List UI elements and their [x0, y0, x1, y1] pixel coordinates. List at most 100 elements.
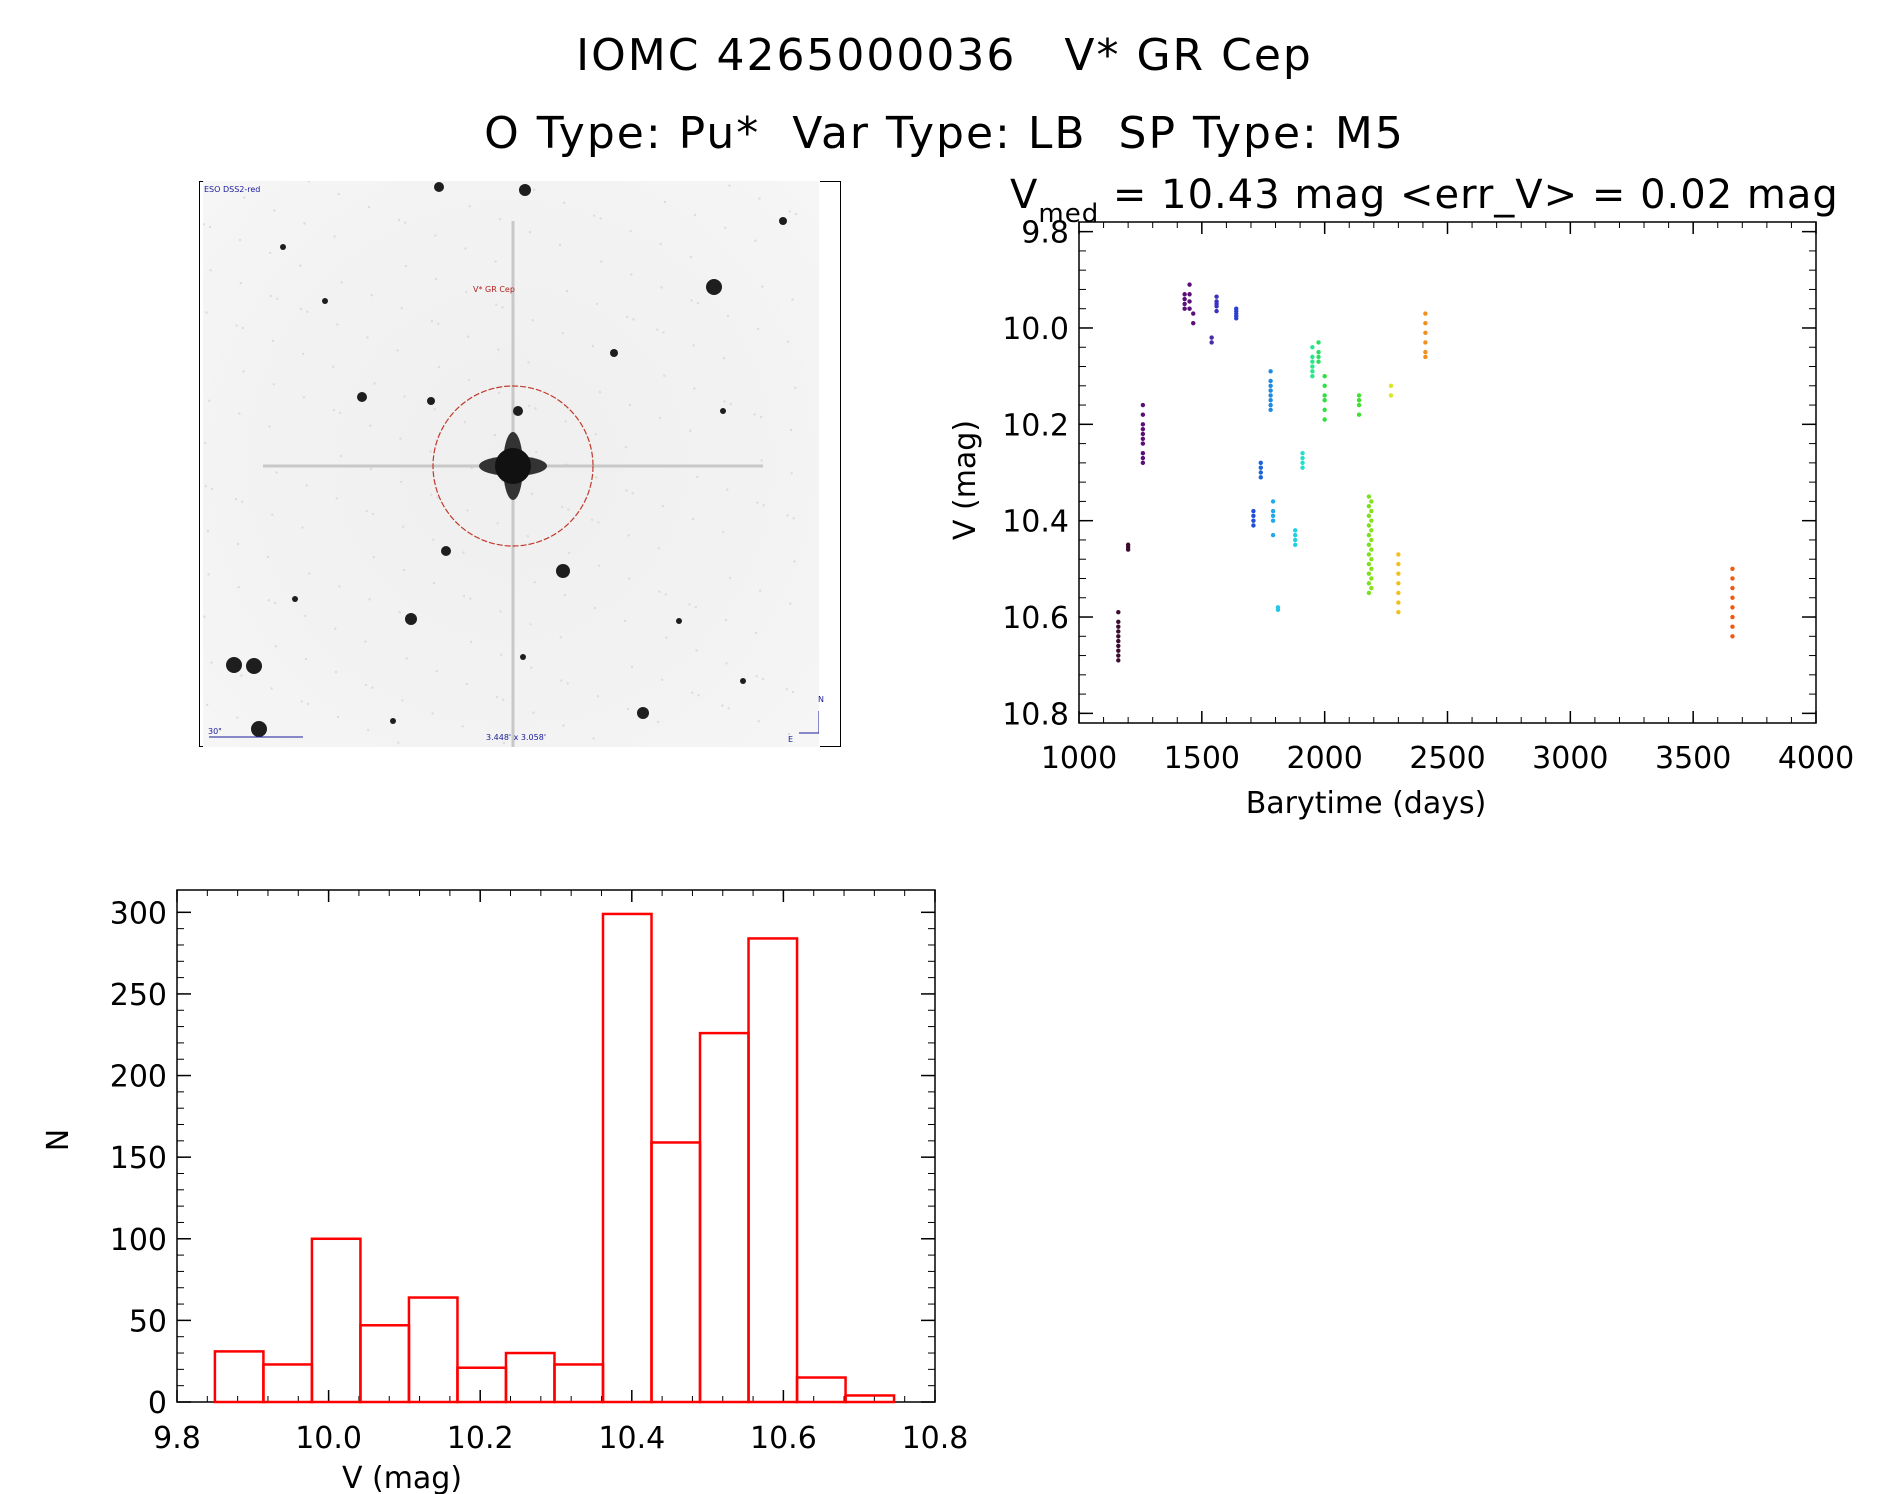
- data-point: [1396, 571, 1401, 576]
- data-point: [1140, 402, 1146, 408]
- data-point: [1316, 340, 1321, 345]
- data-point: [1187, 299, 1192, 304]
- data-point: [1366, 513, 1372, 519]
- data-point: [1396, 600, 1401, 605]
- lightcurve-chart: Vmed = 10.43 mag <err_V> = 0.02 mag 1000…: [948, 172, 1854, 821]
- field-star: [706, 279, 722, 295]
- data-point: [1258, 465, 1263, 470]
- data-point: [1369, 528, 1374, 533]
- data-point: [1366, 581, 1372, 586]
- data-point: [1140, 451, 1146, 456]
- data-point: [1214, 308, 1219, 314]
- target-star: [495, 448, 531, 484]
- data-point: [1356, 398, 1362, 403]
- figure-subtitle: O Type: Pu* Var Type: LB SP Type: M5: [484, 108, 1405, 159]
- data-point: [1292, 537, 1298, 543]
- data-point: [1316, 359, 1321, 364]
- data-point: [1268, 378, 1273, 384]
- data-point: [1187, 292, 1192, 297]
- data-point: [1366, 561, 1372, 567]
- data-point: [1310, 354, 1315, 360]
- data-point: [1140, 422, 1146, 427]
- histogram-plot-frame: [176, 889, 936, 1403]
- data-point: [1369, 518, 1374, 523]
- data-point: [1268, 398, 1273, 403]
- data-point: [1214, 294, 1219, 299]
- field-star: [610, 349, 618, 357]
- data-point: [1275, 607, 1281, 612]
- y-tick-label: 0: [148, 1386, 167, 1421]
- data-point: [1268, 369, 1273, 374]
- histogram-bar: [213, 1350, 265, 1404]
- histogram-ylabel: N: [41, 1129, 76, 1151]
- data-point: [1116, 629, 1121, 634]
- y-tick-label: 10.0: [1002, 312, 1069, 347]
- data-point: [1300, 460, 1305, 466]
- histogram-xlabel: V (mag): [342, 1461, 462, 1494]
- data-point: [1423, 354, 1428, 360]
- field-star: [357, 392, 367, 402]
- data-point: [1730, 566, 1735, 572]
- y-tick-label: 9.8: [1021, 216, 1069, 251]
- data-point: [1270, 499, 1276, 504]
- histogram-bar: [698, 1031, 750, 1404]
- field-star: [779, 217, 787, 225]
- field-star: [322, 298, 328, 304]
- data-point: [1300, 465, 1305, 470]
- data-point: [1322, 398, 1327, 403]
- data-point: [1369, 557, 1374, 562]
- field-star: [637, 707, 649, 719]
- x-tick-label: 10.0: [295, 1421, 362, 1456]
- data-point: [1369, 508, 1374, 514]
- north-label: N: [818, 695, 824, 704]
- data-point: [1423, 349, 1428, 355]
- histogram-bar: [795, 1376, 847, 1404]
- data-point: [1300, 451, 1305, 456]
- histogram-bar: [504, 1351, 556, 1404]
- survey-label: ESO DSS2-red: [204, 185, 261, 194]
- data-point: [1140, 431, 1146, 437]
- x-tick-label: 2500: [1409, 741, 1485, 776]
- histogram-bar: [747, 937, 799, 1404]
- data-point: [1316, 349, 1321, 355]
- scale-label: 30": [208, 727, 222, 736]
- x-tick-label: 3000: [1532, 741, 1608, 776]
- field-star: [556, 564, 570, 578]
- field-star: [519, 184, 531, 196]
- field-star: [405, 613, 417, 625]
- data-point: [1322, 393, 1327, 398]
- object-label: V* GR Cep: [473, 285, 515, 294]
- y-tick-label: 10.6: [1002, 601, 1069, 636]
- data-point: [1234, 316, 1239, 321]
- field-star: [513, 406, 523, 416]
- data-point: [1116, 653, 1121, 658]
- data-point: [1292, 542, 1298, 547]
- data-point: [1191, 311, 1196, 316]
- y-tick-label: 150: [110, 1141, 167, 1176]
- data-point: [1730, 595, 1735, 600]
- data-point: [1369, 576, 1374, 581]
- data-point: [1366, 523, 1372, 528]
- figure-title: IOMC 4265000036 V* GR Cep: [576, 30, 1313, 81]
- data-point: [1140, 436, 1146, 441]
- data-point: [1310, 373, 1315, 379]
- field-star: [251, 721, 267, 737]
- data-point: [1366, 552, 1372, 557]
- lightcurve-title: Vmed = 10.43 mag <err_V> = 0.02 mag: [1010, 172, 1839, 229]
- data-point: [1322, 383, 1327, 388]
- data-point: [1423, 320, 1428, 326]
- data-point: [1268, 393, 1273, 398]
- data-point: [1182, 301, 1187, 307]
- data-point: [1270, 532, 1276, 538]
- data-point: [1369, 547, 1374, 552]
- data-point: [1125, 547, 1131, 552]
- y-tick-label: 10.2: [1002, 408, 1069, 443]
- data-point: [1116, 648, 1121, 653]
- histogram-bar: [407, 1296, 459, 1404]
- data-point: [1187, 282, 1192, 287]
- x-tick-label: 10.6: [750, 1421, 817, 1456]
- data-point: [1396, 561, 1401, 567]
- lightcurve-xlabel: Barytime (days): [1246, 786, 1487, 821]
- data-point: [1182, 296, 1187, 302]
- data-point: [1270, 513, 1276, 519]
